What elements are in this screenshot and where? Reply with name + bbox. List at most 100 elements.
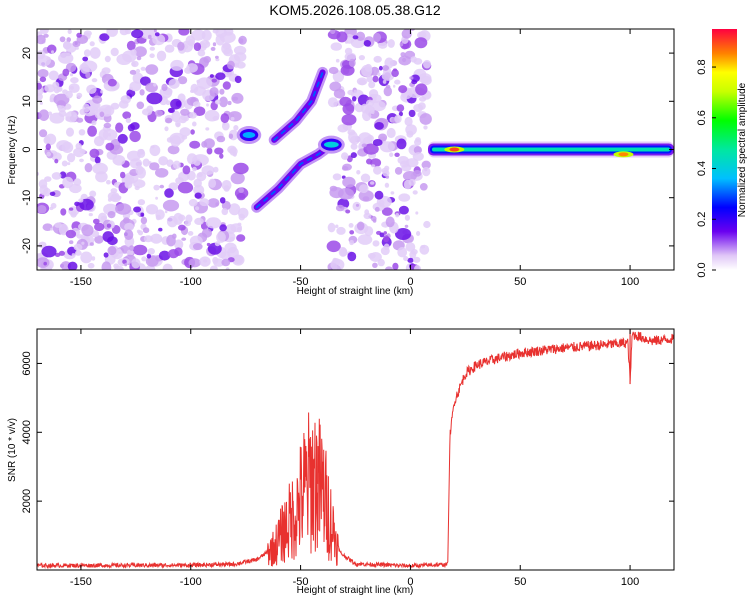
noise-speck (39, 76, 47, 83)
noise-speck (403, 256, 409, 261)
noise-speck (142, 158, 150, 167)
noise-speck (216, 231, 226, 243)
noise-speck (201, 228, 212, 238)
noise-speck (184, 220, 192, 227)
noise-speck (136, 56, 142, 61)
noise-speck (206, 242, 211, 247)
noise-speck (394, 114, 402, 124)
noise-speck (150, 233, 163, 244)
noise-speck (221, 200, 231, 211)
noise-speck (106, 179, 111, 185)
noise-speck (327, 97, 338, 108)
noise-speck (190, 129, 195, 135)
noise-speck (413, 265, 422, 270)
noise-speck (199, 40, 211, 49)
noise-speck (140, 216, 148, 225)
y-tick-label: 10 (21, 95, 33, 107)
noise-speck (412, 170, 422, 177)
noise-speck (129, 81, 142, 92)
noise-speck (233, 45, 247, 55)
noise-speck (224, 242, 237, 254)
noise-speck (162, 199, 180, 212)
noise-speck (395, 228, 412, 240)
noise-speck (107, 236, 118, 246)
noise-speck (76, 234, 83, 239)
noise-speck (211, 78, 217, 83)
noise-speck (355, 31, 366, 41)
noise-speck (344, 155, 348, 160)
noise-speck (68, 83, 80, 93)
noise-speck (391, 69, 399, 78)
noise-speck (377, 72, 381, 77)
noise-speck (69, 73, 74, 77)
y-tick-label: 4000 (21, 420, 33, 444)
noise-speck (131, 258, 141, 269)
noise-speck (385, 266, 393, 270)
noise-speck (423, 220, 431, 229)
noise-speck (401, 29, 412, 39)
noise-speck (175, 100, 182, 107)
noise-speck (360, 103, 369, 114)
noise-speck (326, 240, 341, 253)
noise-speck (46, 151, 51, 157)
noise-speck (89, 47, 101, 59)
noise-speck (59, 36, 66, 43)
noise-speck (76, 117, 84, 123)
noise-speck (372, 240, 380, 247)
noise-speck (214, 147, 224, 155)
noise-speck (167, 107, 175, 113)
noise-speck (210, 46, 216, 51)
snr-panel: -150 -100 -50 0 50 100 2000 4000 6000 Height of… (7, 328, 675, 596)
noise-speck (134, 185, 140, 191)
snr-x-axis: -150 -100 -50 0 50 100 (70, 329, 639, 588)
noise-speck (140, 212, 145, 217)
noise-speck (41, 245, 57, 258)
noise-speck (373, 55, 382, 63)
noise-speck (227, 60, 235, 70)
x-tick-label: 50 (514, 576, 526, 588)
noise-speck (66, 37, 71, 43)
noise-speck (85, 71, 91, 79)
noise-speck (386, 127, 396, 139)
noise-speck (366, 99, 374, 107)
snr-plot-area (37, 329, 674, 570)
noise-speck (110, 194, 121, 203)
noise-speck (398, 205, 409, 215)
noise-speck (357, 234, 373, 245)
noise-speck (232, 96, 239, 101)
noise-speck (347, 251, 357, 262)
noise-speck (81, 224, 94, 237)
noise-speck (212, 42, 217, 47)
noise-speck (45, 143, 51, 151)
x-tick-label: -150 (70, 576, 92, 588)
noise-speck (122, 50, 137, 63)
noise-speck (48, 70, 59, 81)
noise-speck (142, 227, 150, 234)
noise-speck (385, 216, 395, 228)
noise-speck (67, 29, 72, 35)
noise-speck (352, 35, 359, 40)
noise-speck (70, 77, 79, 84)
noise-speck (220, 113, 230, 124)
noise-speck (131, 61, 136, 67)
noise-speck (221, 208, 229, 216)
noise-speck (358, 190, 374, 202)
noise-speck (84, 163, 93, 173)
noise-speck (114, 265, 124, 270)
x-tick-label: 0 (407, 276, 413, 288)
noise-speck (38, 109, 50, 121)
noise-speck (238, 213, 245, 221)
noise-speck (363, 40, 372, 47)
noise-speck (57, 105, 66, 113)
noise-speck (106, 223, 112, 228)
noise-speck (80, 251, 93, 264)
heatmap-feature-layer (236, 66, 674, 213)
noise-speck (149, 162, 160, 171)
noise-speck (131, 29, 144, 39)
noise-speck (421, 160, 431, 169)
noise-speck (61, 160, 68, 167)
noise-speck (38, 241, 47, 249)
noise-speck (190, 83, 199, 93)
noise-speck (89, 41, 95, 47)
